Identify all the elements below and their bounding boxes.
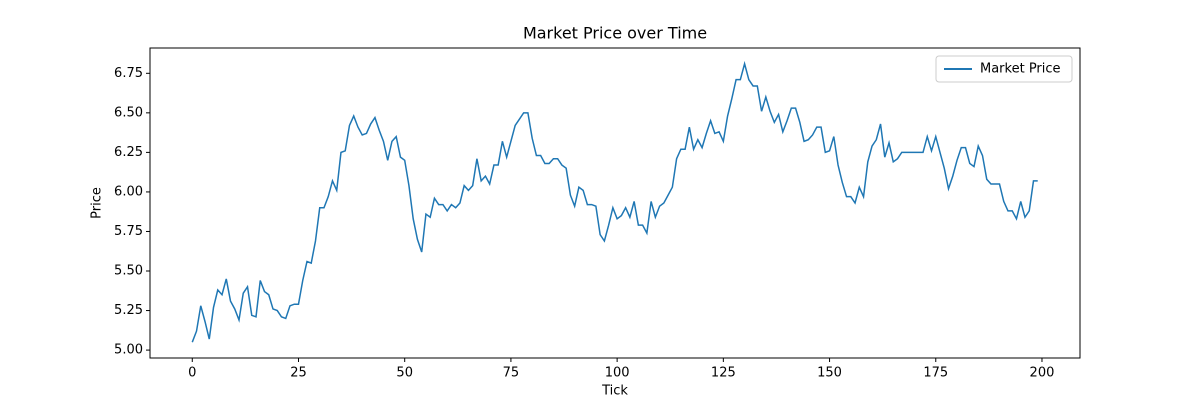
legend-box [935,55,1073,83]
y-tick-label: 5.00 [114,343,143,358]
chart-title: Market Price over Time [523,24,707,43]
y-axis-label: Price [90,187,105,219]
y-tick-label: 6.25 [114,145,143,160]
legend-label: Market Price [980,62,1061,77]
x-tick-label: 25 [290,366,307,381]
x-tick-label: 200 [1030,366,1055,381]
y-tick-label: 5.50 [114,264,143,279]
x-tick-label: 100 [605,366,630,381]
y-tick-label: 6.00 [114,184,143,199]
y-tick-label: 5.25 [114,303,143,318]
y-tick-label: 5.75 [114,224,143,239]
y-tick-label: 6.50 [114,105,143,120]
plot-frame [149,47,1081,359]
x-axis-label: Tick [601,384,628,399]
x-tick-label: 50 [396,366,413,381]
x-tick-label: 175 [923,366,948,381]
x-tick-label: 75 [503,366,520,381]
x-tick-label: 0 [188,366,196,381]
x-tick-label: 125 [711,366,736,381]
y-tick-label: 6.75 [114,66,143,81]
price-line [191,60,1038,343]
x-tick-label: 150 [817,366,842,381]
